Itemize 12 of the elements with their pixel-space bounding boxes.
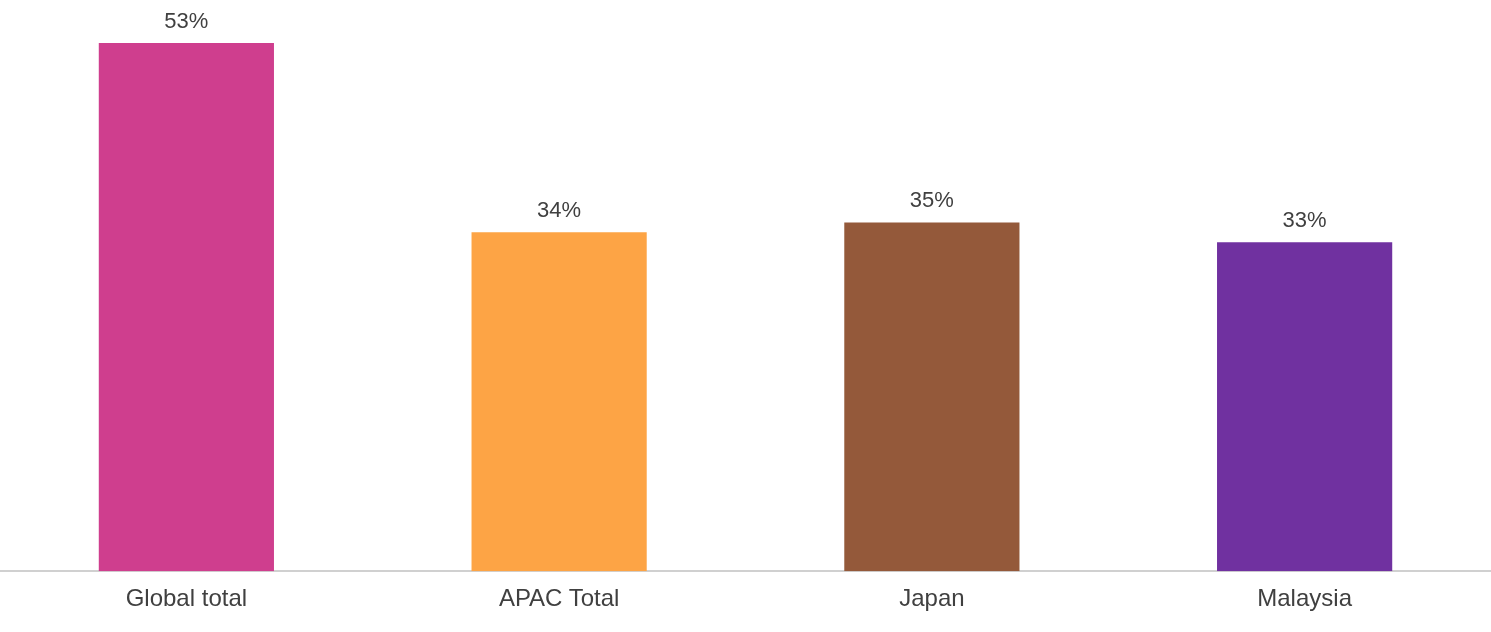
data-label: 35% bbox=[909, 187, 954, 213]
x-tick-label: Global total bbox=[125, 584, 248, 612]
bar bbox=[471, 232, 647, 572]
bar bbox=[1217, 242, 1393, 572]
data-label: 33% bbox=[1282, 207, 1327, 233]
bar bbox=[98, 43, 274, 572]
x-tick-label: APAC Total bbox=[498, 584, 620, 612]
x-tick-label: Malaysia bbox=[1257, 584, 1353, 612]
data-label: 34% bbox=[537, 197, 582, 223]
bar bbox=[844, 222, 1020, 572]
x-tick-label: Japan bbox=[899, 584, 965, 612]
data-label: 53% bbox=[164, 8, 209, 34]
